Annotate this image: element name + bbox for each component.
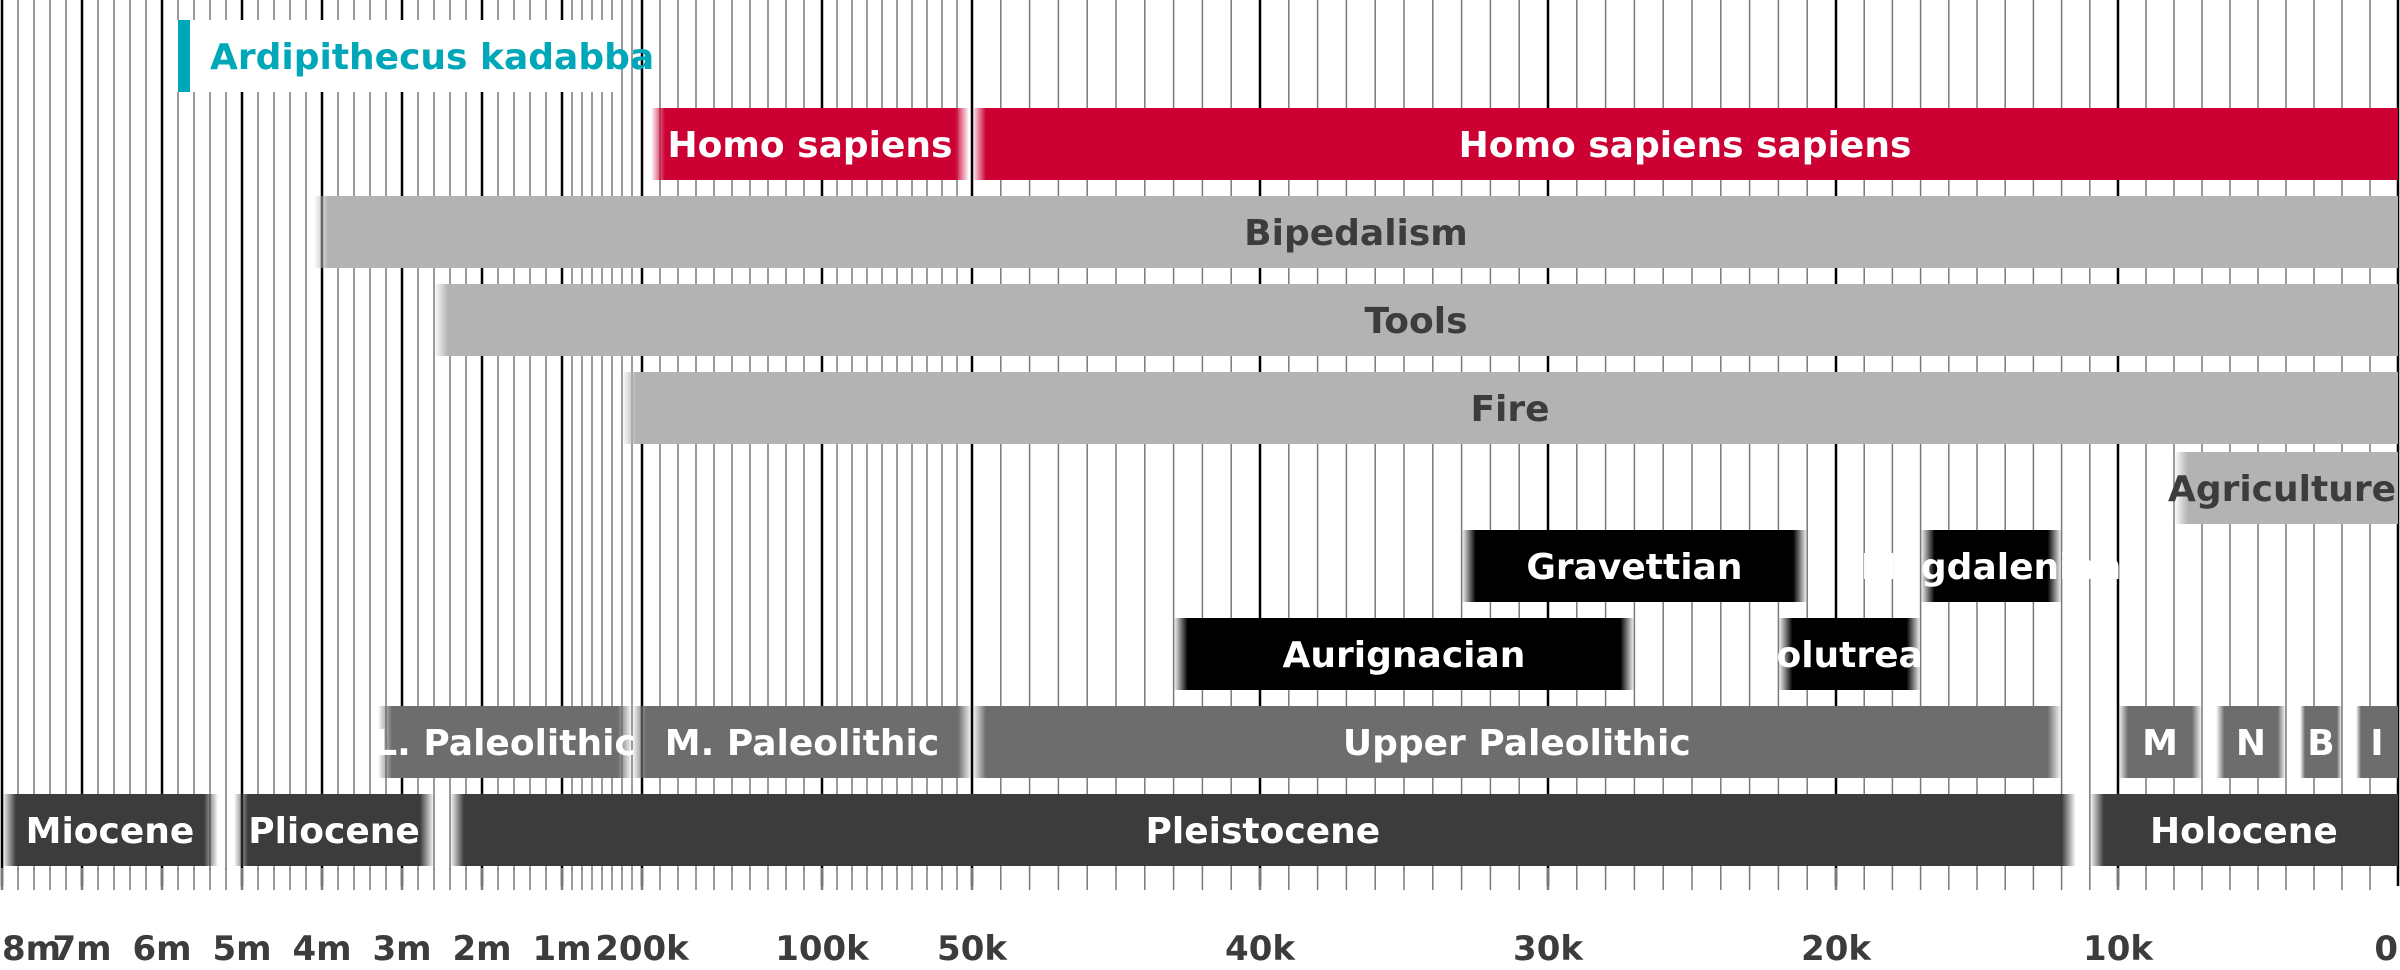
tick-label: 100k xyxy=(775,929,870,969)
timeline-bar: Pliocene xyxy=(234,794,434,866)
tick-label: 6m xyxy=(132,929,191,969)
timeline-bars: Ardipithecus kadabba Homo sapiens Homo sap… xyxy=(2,20,2398,866)
tick-label: 20k xyxy=(1801,929,1872,969)
timeline-bar: Pleistocene xyxy=(450,794,2076,866)
bar-label: Pliocene xyxy=(248,811,420,852)
timeline-bar: Agriculture xyxy=(2168,452,2398,524)
tick-label: 8m xyxy=(2,929,61,969)
bar-rect xyxy=(972,706,2062,778)
timeline-bar: Miocene xyxy=(2,794,218,866)
timeline-bar: Homo sapiens xyxy=(651,108,969,180)
tick-label: 10k xyxy=(2083,929,2154,969)
timeline-bar: M xyxy=(2118,706,2202,778)
timeline-bar: N xyxy=(2216,706,2286,778)
timeline-bar: Homo sapiens sapiens xyxy=(972,108,2398,180)
timeline-bar: Solutrean xyxy=(1751,618,1949,690)
bar-label: Agriculture xyxy=(2168,469,2396,510)
tick-label: 200k xyxy=(595,929,690,969)
timeline-bar: Gravettian xyxy=(1461,530,1808,602)
bar-rect xyxy=(450,794,2076,866)
tick-label: 2m xyxy=(452,929,511,969)
bar-label: Bipedalism xyxy=(1244,213,1468,254)
timeline-bar: M. Paleolithic xyxy=(632,706,972,778)
tick-label: 3m xyxy=(372,929,431,969)
ardipithecus-marker xyxy=(178,20,190,92)
bar-rect xyxy=(378,706,632,778)
bar-label: Holocene xyxy=(2150,811,2338,852)
bar-rect xyxy=(1778,618,1921,690)
bar-label: M xyxy=(2142,723,2178,764)
bar-rect xyxy=(2118,706,2202,778)
bar-rect xyxy=(622,372,2398,444)
timeline-bar: Holocene xyxy=(2089,794,2398,866)
timeline-bar: B xyxy=(2300,706,2342,778)
label-backdrop xyxy=(174,20,614,92)
bar-label: I xyxy=(2370,723,2383,764)
bar-rect xyxy=(1920,530,2062,602)
tick-label: 50k xyxy=(937,929,1008,969)
tick-label: 1m xyxy=(532,929,591,969)
timeline-bar: Upper Paleolithic xyxy=(972,706,2062,778)
bar-rect xyxy=(1173,618,1635,690)
timeline-bar: L. Paleolithic xyxy=(374,706,636,778)
bar-rect xyxy=(972,108,2398,180)
tick-label: 4m xyxy=(292,929,351,969)
bar-label: Magdalenian xyxy=(1861,547,2122,588)
bar-rect xyxy=(651,108,969,180)
bar-label: N xyxy=(2236,723,2266,764)
bar-rect xyxy=(2300,706,2342,778)
tick-label: 30k xyxy=(1513,929,1584,969)
bar-label: Homo sapiens sapiens xyxy=(1459,125,1912,166)
bar-rect xyxy=(2089,794,2398,866)
bar-label: Fire xyxy=(1470,389,1549,430)
timeline-bar: Bipedalism xyxy=(314,196,2398,268)
bar-rect xyxy=(632,706,972,778)
bar-label: Pleistocene xyxy=(1146,811,1381,852)
bar-rect xyxy=(314,196,2398,268)
bar-label: Tools xyxy=(1364,301,1467,342)
bar-rect xyxy=(1461,530,1808,602)
timeline-bar: Aurignacian xyxy=(1173,618,1635,690)
bar-label: L. Paleolithic xyxy=(374,723,636,764)
tick-label: 0 xyxy=(2374,929,2398,969)
bar-label: Gravettian xyxy=(1526,547,1742,588)
tick-label: 5m xyxy=(212,929,271,969)
timeline-bar: Tools xyxy=(434,284,2398,356)
bar-label: Ardipithecus kadabba xyxy=(210,37,654,78)
bar-rect xyxy=(2356,706,2398,778)
bar-label: Miocene xyxy=(26,811,195,852)
bar-label: Homo sapiens xyxy=(668,125,953,166)
bar-label: Solutrean xyxy=(1751,635,1949,676)
bar-label: M. Paleolithic xyxy=(665,723,939,764)
timeline-bar: Magdalenian xyxy=(1861,530,2122,602)
timeline-bar: Fire xyxy=(622,372,2398,444)
bar-label: Upper Paleolithic xyxy=(1343,723,1691,764)
timeline-bar: I xyxy=(2356,706,2398,778)
timeline-bar: Ardipithecus kadabba xyxy=(174,20,654,92)
bar-label: B xyxy=(2307,723,2334,764)
bar-label: Aurignacian xyxy=(1283,635,1526,676)
bar-rect xyxy=(434,284,2398,356)
bar-rect xyxy=(2174,452,2398,524)
bar-rect xyxy=(2216,706,2286,778)
bar-rect xyxy=(2,794,218,866)
tick-label: 40k xyxy=(1225,929,1296,969)
tick-label: 7m xyxy=(52,929,111,969)
bar-rect xyxy=(234,794,434,866)
